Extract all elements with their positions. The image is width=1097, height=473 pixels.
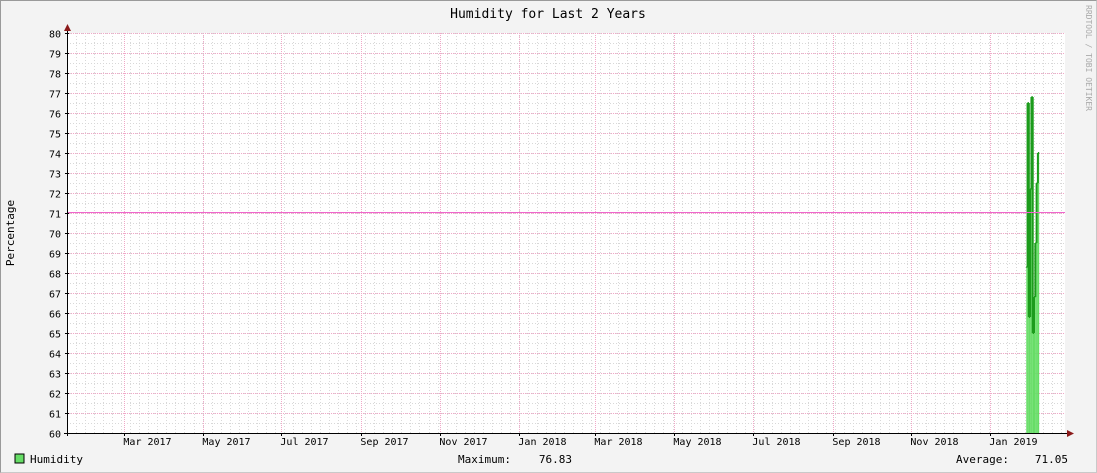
y-tick-label: 75: [49, 130, 61, 141]
y-tick-label: 79: [49, 50, 61, 61]
y-tick-label: 73: [49, 170, 61, 181]
data-bar: [1028, 317, 1031, 433]
legend: Humidity Maximum: 76.83 Average: 71.05: [14, 453, 1068, 466]
y-tick-label: 62: [49, 390, 61, 401]
x-tick-label: May 2017: [202, 437, 250, 448]
y-tick-label: 64: [49, 350, 61, 361]
x-tick-labels: Mar 2017 May 2017 Jul 2017 Sep 2017 Nov 2017…: [123, 437, 1037, 448]
data-bar: [1036, 183, 1038, 433]
average-label: Average:: [956, 453, 1009, 466]
y-tick-label: 60: [49, 430, 61, 441]
y-axis-label: Percentage: [4, 200, 17, 266]
x-tick-label: Nov 2017: [439, 437, 487, 448]
data-bar: [1032, 333, 1035, 433]
y-tick-label: 78: [49, 70, 61, 81]
x-tick-label: Jul 2017: [280, 437, 328, 448]
y-tick-label: 74: [49, 150, 61, 161]
x-tick-label: Sep 2018: [832, 437, 880, 448]
series-layer: [1026, 96, 1040, 433]
y-tick-labels: 60 61 62 63 64 65 66 67 68 69 70 71 72 73 74 75 76 77 78 79…: [49, 30, 61, 441]
y-tick-label: 80: [49, 30, 61, 41]
watermark: RRDTOOL / TOBI OETIKER: [1084, 5, 1093, 111]
legend-swatch-humidity: [14, 453, 25, 464]
chart-title: Humidity for Last 2 Years: [450, 7, 646, 22]
x-tick-label: Jan 2018: [518, 437, 566, 448]
data-bar: [1035, 243, 1037, 433]
x-tick-label: Mar 2017: [123, 437, 171, 448]
legend-series-label: Humidity: [30, 453, 83, 466]
x-tick-label: Sep 2017: [360, 437, 408, 448]
y-tick-label: 72: [49, 190, 61, 201]
data-bar: [1037, 153, 1040, 433]
y-tick-label: 63: [49, 370, 61, 381]
y-tick-label: 77: [49, 90, 61, 101]
y-tick-label: 65: [49, 330, 61, 341]
x-tick-label: Mar 2018: [594, 437, 642, 448]
y-tick-label: 76: [49, 110, 61, 121]
grid: [67, 33, 1065, 434]
average-value: 71.05: [1035, 453, 1068, 466]
y-axis-arrow: [64, 24, 71, 31]
y-tick-label: 70: [49, 230, 61, 241]
y-tick-label: 71: [49, 210, 61, 221]
data-bar: [1026, 267, 1028, 433]
maximum-value: 76.83: [539, 453, 572, 466]
x-tick-label: May 2018: [673, 437, 721, 448]
y-tick-label: 69: [49, 250, 61, 261]
data-bar: [1034, 297, 1036, 433]
axes: [64, 24, 1074, 437]
y-tick-label: 66: [49, 310, 61, 321]
x-tick-label: Jul 2018: [752, 437, 800, 448]
y-tick-label: 68: [49, 270, 61, 281]
y-tick-label: 61: [49, 410, 61, 421]
maximum-label: Maximum:: [458, 453, 511, 466]
series-humidity: [1026, 96, 1040, 433]
x-tick-label: Jan 2019: [989, 437, 1037, 448]
x-tick-label: Nov 2018: [910, 437, 958, 448]
x-axis-arrow: [1067, 430, 1074, 437]
y-tick-label: 67: [49, 290, 61, 301]
